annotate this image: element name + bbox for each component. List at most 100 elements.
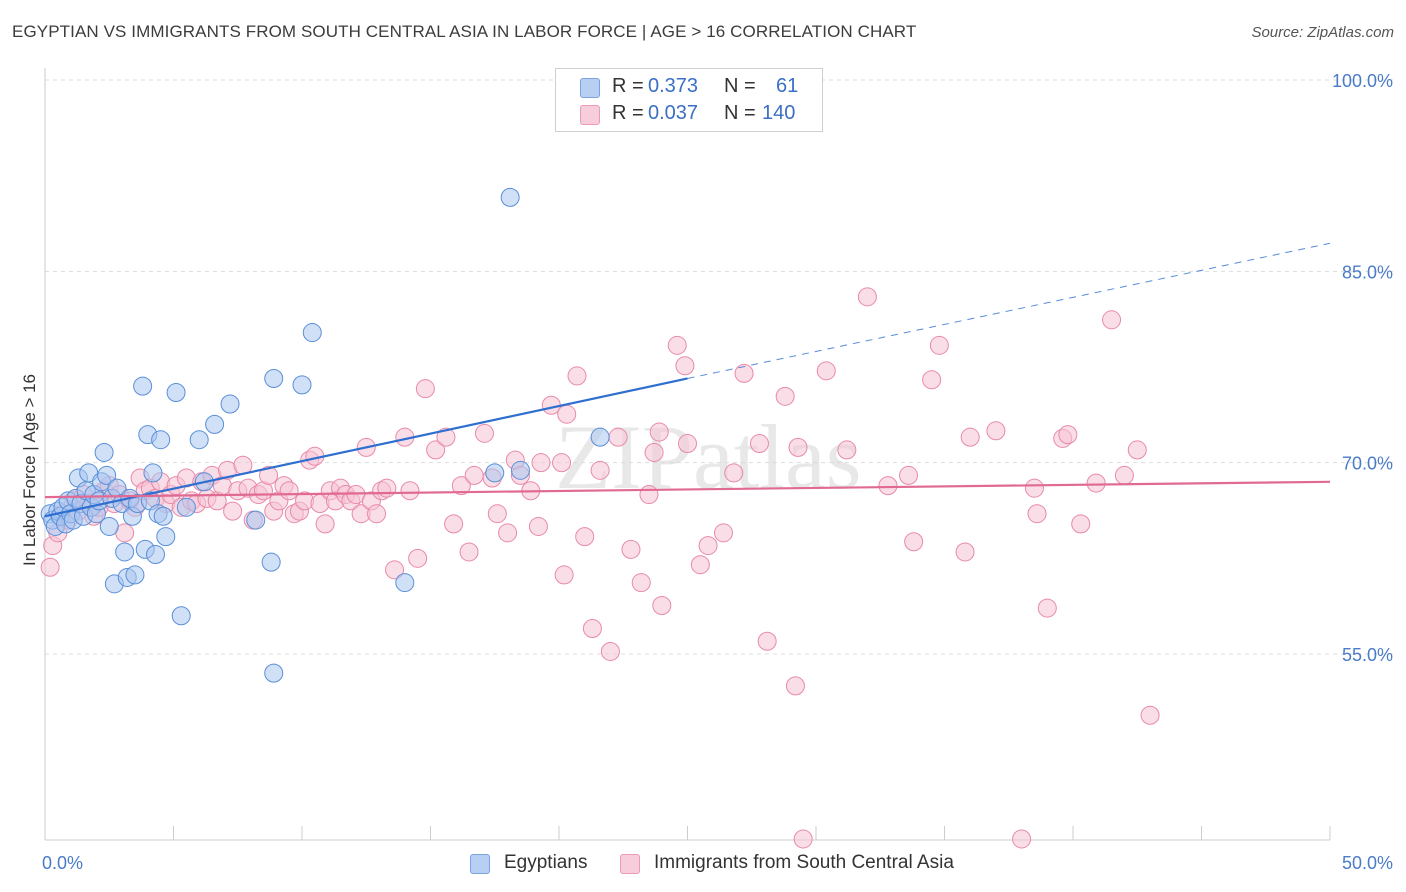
- egyptian-point: [153, 506, 173, 526]
- immigrant-point: [837, 440, 857, 460]
- legend-swatch-blue: [580, 78, 600, 98]
- immigrant-point: [436, 427, 456, 447]
- immigrant-point: [444, 514, 464, 534]
- immigrant-point: [1086, 473, 1106, 493]
- immigrant-point: [713, 523, 733, 543]
- egyptian-point: [246, 510, 266, 530]
- egyptian-point: [500, 187, 520, 207]
- immigrant-point: [415, 379, 435, 399]
- egyptian-point: [264, 368, 284, 388]
- immigrant-point: [904, 532, 924, 552]
- egyptian-point: [125, 565, 145, 585]
- immigrant-point: [757, 631, 777, 651]
- immigrant-point: [1127, 440, 1147, 460]
- immigrant-point: [960, 427, 980, 447]
- egyptians-trend-extension: [687, 242, 1331, 379]
- y-tick-label: 55.0%: [1342, 645, 1393, 665]
- legend-r-label: R =: [612, 102, 644, 124]
- legend: R = 0.373 N = 61 R = 0.037 N = 140: [555, 68, 823, 132]
- immigrant-point: [857, 287, 877, 307]
- legend-n-value: 140: [762, 102, 796, 124]
- x-tick-label: 0.0%: [42, 853, 83, 873]
- immigrant-point: [1012, 829, 1032, 849]
- egyptian-point: [220, 394, 240, 414]
- chart-title: EGYPTIAN VS IMMIGRANTS FROM SOUTH CENTRA…: [12, 22, 917, 41]
- egyptians-trend-line: [44, 377, 688, 518]
- watermark: ZIPatlas: [555, 406, 862, 508]
- bottom-legend-label: Immigrants from South Central Asia: [654, 852, 954, 873]
- immigrant-point: [575, 527, 595, 547]
- immigrant-point: [567, 366, 587, 386]
- immigrant-point: [223, 501, 243, 521]
- immigrant-point: [600, 641, 620, 661]
- immigrant-point: [1024, 478, 1044, 498]
- immigrant-point: [1114, 465, 1134, 485]
- immigrant-point: [40, 557, 60, 577]
- immigrant-point: [1037, 598, 1057, 618]
- y-tick-label: 70.0%: [1342, 454, 1393, 474]
- immigrant-point: [649, 422, 669, 442]
- immigrant-point: [259, 465, 279, 485]
- immigrant-point: [377, 478, 397, 498]
- y-axis-label: In Labor Force | Age > 16: [20, 373, 39, 566]
- axes: [44, 68, 1331, 841]
- egyptian-point: [171, 606, 191, 626]
- egyptian-point: [189, 430, 209, 450]
- tick-labels: 55.0% 70.0% 85.0% 100.0% 0.0% 50.0%: [42, 71, 1393, 873]
- pink-points: [40, 287, 1160, 849]
- egyptian-point: [264, 663, 284, 683]
- immigrant-point: [531, 453, 551, 473]
- x-tick-label: 50.0%: [1342, 853, 1393, 873]
- egyptian-point: [485, 463, 505, 483]
- immigrant-point: [734, 363, 754, 383]
- immigrant-point: [639, 485, 659, 505]
- immigrant-point: [367, 504, 387, 524]
- egyptian-point: [143, 463, 163, 483]
- immigrant-point: [667, 335, 687, 355]
- immigrant-point: [690, 555, 710, 575]
- immigrant-point: [644, 442, 664, 462]
- immigrant-point: [552, 453, 572, 473]
- bottom-legend-swatch-blue: [470, 854, 490, 874]
- immigrant-point: [582, 618, 602, 638]
- immigrant-point: [986, 421, 1006, 441]
- immigrant-point: [459, 542, 479, 562]
- immigrants-trend-line: [44, 480, 1331, 499]
- immigrant-point: [793, 829, 813, 849]
- immigrant-point: [698, 536, 718, 556]
- immigrant-point: [451, 476, 471, 496]
- immigrant-point: [408, 548, 428, 568]
- y-tick-label: 85.0%: [1342, 262, 1393, 282]
- immigrant-point: [1102, 310, 1122, 330]
- immigrant-point: [652, 596, 672, 616]
- legend-swatch-pink: [580, 105, 600, 125]
- immigrant-point: [929, 335, 949, 355]
- immigrant-point: [590, 460, 610, 480]
- egyptian-point: [205, 414, 225, 434]
- immigrant-point: [899, 465, 919, 485]
- egyptian-point: [133, 376, 153, 396]
- egyptian-point: [261, 552, 281, 572]
- egyptian-point: [166, 383, 186, 403]
- immigrant-point: [788, 437, 808, 457]
- immigrant-point: [1027, 504, 1047, 524]
- immigrant-point: [554, 565, 574, 585]
- immigrant-point: [675, 356, 695, 376]
- egyptian-point: [302, 323, 322, 343]
- immigrant-point: [464, 465, 484, 485]
- bottom-legend-swatch-pink: [620, 854, 640, 874]
- egyptian-point: [146, 545, 166, 565]
- immigrant-point: [528, 516, 548, 536]
- egyptian-point: [156, 527, 176, 547]
- legend-n-label: N =: [724, 102, 756, 124]
- egyptian-point: [395, 573, 415, 593]
- trend-lines: [44, 242, 1331, 518]
- y-tick-label: 100.0%: [1332, 71, 1393, 91]
- watermark-text: ZIPatlas: [555, 406, 862, 508]
- legend-n-label: N =: [724, 75, 756, 97]
- immigrant-point: [621, 539, 641, 559]
- legend-n-value: 61: [776, 75, 799, 97]
- egyptian-point: [176, 497, 196, 517]
- immigrant-point: [631, 573, 651, 593]
